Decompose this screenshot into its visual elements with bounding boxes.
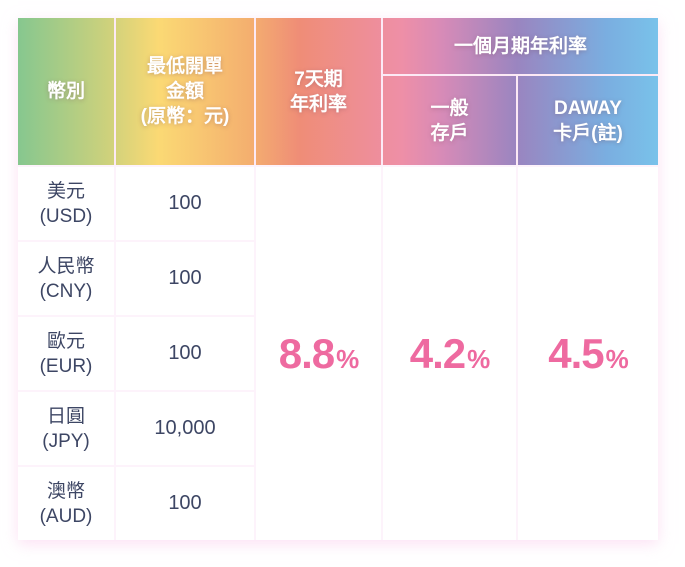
percent-sign: % [605,343,629,374]
header-one-month-rate: 一個月期年利率 [383,18,658,74]
header-divider [383,74,658,76]
header-min-amount: 最低開單 金額 (原幣：元) [116,18,254,165]
currency-cell-jpy: 日圓 (JPY) [18,392,114,465]
header-seven-day-line1: 7天期 [294,68,343,90]
header-min-amount-line2: 金額 [165,81,204,102]
daway-rate-value: 4.5 [548,329,604,377]
header-seven-day-line2: 年利率 [289,93,347,115]
header-one-month-label: 一個月期年利率 [453,35,587,57]
header-divider [516,76,518,165]
currency-code: (CNY) [39,280,93,302]
percent-sign: % [336,343,359,374]
daway-rate-cell: 4.5% [518,167,658,540]
currency-code: (JPY) [42,430,90,452]
currency-name: 美元 [46,180,85,202]
currency-name: 日圓 [46,405,85,427]
header-min-amount-line1: 最低開單 [146,56,223,77]
header-currency-label: 幣別 [46,81,85,102]
amount-cell-jpy: 10,000 [116,392,254,465]
percent-sign: % [467,343,490,374]
header-general-line2: 存戶 [430,122,469,144]
amount-cell-aud: 100 [116,467,254,540]
currency-name: 歐元 [46,330,85,352]
header-general-account: 一般 存戶 [383,76,516,165]
interest-rate-table: 幣別 最低開單 金額 (原幣：元) 7天期 年利率 一個月期年利率 一般 存戶 … [18,18,658,540]
currency-code: (USD) [39,205,93,227]
header-divider [381,18,383,165]
general-rate-cell: 4.2% [383,167,516,540]
header-divider [254,18,256,165]
header-general-line1: 一般 [430,97,469,119]
min-amount-value: 100 [168,192,202,214]
amount-cell-cny: 100 [116,242,254,315]
header-min-amount-line3: (原幣：元) [140,106,230,127]
currency-cell-cny: 人民幣 (CNY) [18,242,114,315]
min-amount-value: 10,000 [154,417,216,439]
amount-cell-usd: 100 [116,167,254,240]
header-daway-account: DAWAY 卡戶(註) [518,76,658,165]
min-amount-value: 100 [168,342,202,364]
currency-cell-eur: 歐元 (EUR) [18,317,114,390]
currency-name: 人民幣 [37,255,95,277]
table-header [18,18,658,165]
currency-cell-aud: 澳幣 (AUD) [18,467,114,540]
amount-cell-eur: 100 [116,317,254,390]
header-daway-line2: 卡戶(註) [553,122,623,144]
general-rate-value: 4.2 [409,329,466,377]
header-divider [114,18,116,165]
currency-code: (AUD) [39,505,93,527]
min-amount-value: 100 [168,492,202,514]
header-daway-line1: DAWAY [554,97,622,119]
header-seven-day-rate: 7天期 年利率 [256,18,381,165]
seven-day-rate-value: 8.8 [278,329,335,377]
min-amount-value: 100 [168,267,202,289]
currency-cell-usd: 美元 (USD) [18,167,114,240]
currency-name: 澳幣 [46,480,85,502]
seven-day-rate-cell: 8.8% [256,167,381,540]
header-currency: 幣別 [18,18,114,165]
currency-code: (EUR) [39,355,93,377]
